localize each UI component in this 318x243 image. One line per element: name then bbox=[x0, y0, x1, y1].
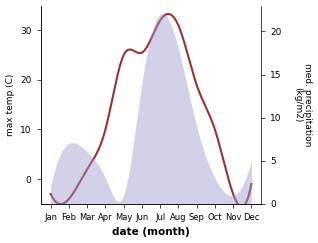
X-axis label: date (month): date (month) bbox=[112, 227, 190, 237]
Y-axis label: max temp (C): max temp (C) bbox=[5, 74, 15, 136]
Y-axis label: med. precipitation
(kg/m2): med. precipitation (kg/m2) bbox=[293, 63, 313, 146]
